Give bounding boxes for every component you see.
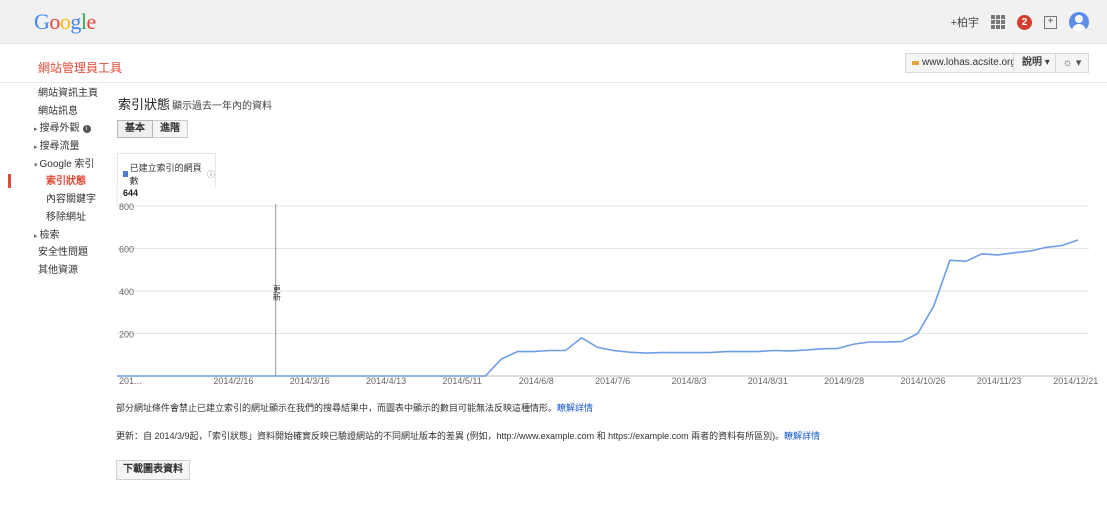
notification-icon[interactable]: 2 <box>1017 14 1032 30</box>
note-update: 更新：自 2014/3/9起，「索引狀態」資料開始確實反映已驗證網站的不同網址版… <box>116 429 820 442</box>
product-header: 網站管理員工具 <box>0 45 1107 83</box>
logo-letter: G <box>34 9 50 34</box>
sidebar-item-label: 網站資訊主頁 <box>38 88 98 99</box>
site-favicon-icon <box>912 61 919 65</box>
sidebar-nav: 網站資訊主頁 網站訊息 ▸ 搜尋外觀 i ▸ 搜尋流量 ▾ Google 索引 索引狀態 內容關鍵字… <box>0 86 110 281</box>
y-tick-label: 600 <box>119 245 134 255</box>
legend-label-text: 已建立索引的網頁數 <box>129 163 202 186</box>
sidebar-item[interactable]: 其他資源 <box>0 263 110 279</box>
expand-right-icon: ▸ <box>34 232 38 240</box>
x-tick-label: 2014/6/8 <box>519 376 554 386</box>
sidebar-item[interactable]: 內容關鍵字 <box>0 192 110 208</box>
avatar[interactable] <box>1069 12 1089 32</box>
annotation-label: 更新 <box>272 285 281 302</box>
y-tick-label: 200 <box>119 330 134 340</box>
site-selector-label: www.lohas.acsite.org <box>922 57 1016 68</box>
legend-label: 已建立索引的網頁數 ⓘ <box>123 161 215 187</box>
gear-icon: ☼ <box>1062 57 1073 69</box>
active-indicator <box>8 174 11 189</box>
info-icon: i <box>82 124 91 133</box>
google-bar: Google +柏宇 2 + <box>0 0 1107 44</box>
sidebar-item-label: 索引狀態 <box>46 176 86 188</box>
tab-basic[interactable]: 基本 <box>117 120 153 138</box>
sidebar-item-label: 網站訊息 <box>38 105 78 117</box>
sidebar-item-label: 移除網址 <box>46 211 86 223</box>
x-tick-label: 2014/8/31 <box>748 376 788 386</box>
tab-advanced[interactable]: 進階 <box>153 120 188 138</box>
x-tick-label: 2014/9/28 <box>824 376 864 386</box>
view-tabs: 基本 進階 <box>117 120 188 138</box>
note-update-text: 更新：自 2014/3/9起，「索引狀態」資料開始確實反映已驗證網站的不同網址版… <box>116 431 785 441</box>
logo-letter: g <box>70 9 81 34</box>
sidebar-item-label: 檢索 <box>39 229 60 241</box>
google-logo[interactable]: Google <box>34 9 96 35</box>
download-chart-data-button[interactable]: 下載圖表資料 <box>116 460 190 480</box>
x-tick-label: 2014/11/23 <box>977 376 1021 386</box>
sidebar-item[interactable]: 移除網址 <box>0 210 110 226</box>
apps-grid-icon[interactable] <box>991 15 1005 29</box>
series-line[interactable] <box>117 239 1079 377</box>
page-subtitle: 顯示過去一年內的資料 <box>172 101 273 112</box>
chevron-down-icon: ▾ <box>1044 57 1050 68</box>
sidebar-item[interactable]: 索引狀態 <box>0 174 110 190</box>
sidebar-item[interactable]: ▸ 搜尋流量 <box>0 139 110 155</box>
sidebar-item-label: Google 索引 <box>39 158 95 170</box>
account-tools: +柏宇 2 + <box>951 12 1089 32</box>
sidebar-item[interactable]: 網站資訊主頁 <box>0 86 110 102</box>
expand-right-icon: ▸ <box>34 144 38 152</box>
sidebar-item[interactable]: ▸ 檢索 <box>0 228 110 244</box>
series-color-swatch <box>123 171 128 177</box>
x-tick-label: 2014/12/21 <box>1053 376 1098 386</box>
y-tick-label: 400 <box>119 287 134 297</box>
x-tick-label: 2014/7/6 <box>595 376 630 386</box>
learn-more-link[interactable]: 瞭解詳情 <box>557 403 594 413</box>
learn-more-link[interactable]: 瞭解詳情 <box>784 431 821 441</box>
help-circle-icon[interactable]: ⓘ <box>207 169 215 179</box>
logo-letter: l <box>80 9 87 34</box>
sidebar-item[interactable]: ▾ Google 索引 <box>0 157 110 173</box>
share-plus-icon[interactable]: + <box>1044 15 1057 29</box>
y-tick-label: 800 <box>119 202 134 212</box>
sidebar-item[interactable]: 安全性問題 <box>0 245 110 261</box>
logo-letter: e <box>86 9 97 34</box>
sidebar-item-label: 其他資源 <box>38 264 78 276</box>
x-tick-label: 2014/5/11 <box>442 376 481 386</box>
x-tick-label: 2014/2/16 <box>213 376 253 386</box>
sidebar-item-label: 搜尋外觀 <box>39 123 80 135</box>
sidebar-item[interactable]: ▸ 搜尋外觀 i <box>0 121 110 137</box>
plus-user-link[interactable]: +柏宇 <box>950 17 979 29</box>
logo-letter: o <box>49 9 60 34</box>
logo-letter: o <box>59 9 71 34</box>
x-tick-label: 201... <box>119 376 142 386</box>
legend-value: 644 <box>123 188 139 198</box>
chart-legend[interactable]: 已建立索引的網頁數 ⓘ 644 <box>117 153 216 198</box>
expand-right-icon: ▸ <box>34 126 38 134</box>
note-filter: 部分網址條件會禁止已建立索引的網址顯示在我們的搜尋結果中，而圖表中顯示的數目可能… <box>116 401 593 414</box>
help-button[interactable]: 說明 ▾ <box>1013 53 1059 73</box>
chevron-down-icon: ▾ <box>1075 57 1082 69</box>
x-tick-label: 2014/10/26 <box>900 376 945 386</box>
sidebar-item-label: 搜尋流量 <box>39 141 80 153</box>
product-name[interactable]: 網站管理員工具 <box>38 61 123 75</box>
settings-button[interactable]: ☼ ▾ <box>1055 53 1089 73</box>
help-button-label: 說明 <box>1022 57 1042 68</box>
x-tick-label: 2014/8/3 <box>671 376 706 386</box>
x-tick-label: 2014/4/13 <box>366 376 406 386</box>
page-title: 索引狀態 顯示過去一年內的資料 <box>118 94 272 113</box>
sidebar-item[interactable]: 網站訊息 <box>0 104 110 120</box>
note-filter-text: 部分網址條件會禁止已建立索引的網址顯示在我們的搜尋結果中，而圖表中顯示的數目可能… <box>116 403 558 413</box>
expand-down-icon: ▾ <box>34 161 38 169</box>
sidebar-item-label: 內容關鍵字 <box>46 194 96 206</box>
sidebar-item-label: 安全性問題 <box>38 247 88 259</box>
page-title-text: 索引狀態 <box>118 97 171 112</box>
x-tick-label: 2014/3/16 <box>290 376 330 386</box>
